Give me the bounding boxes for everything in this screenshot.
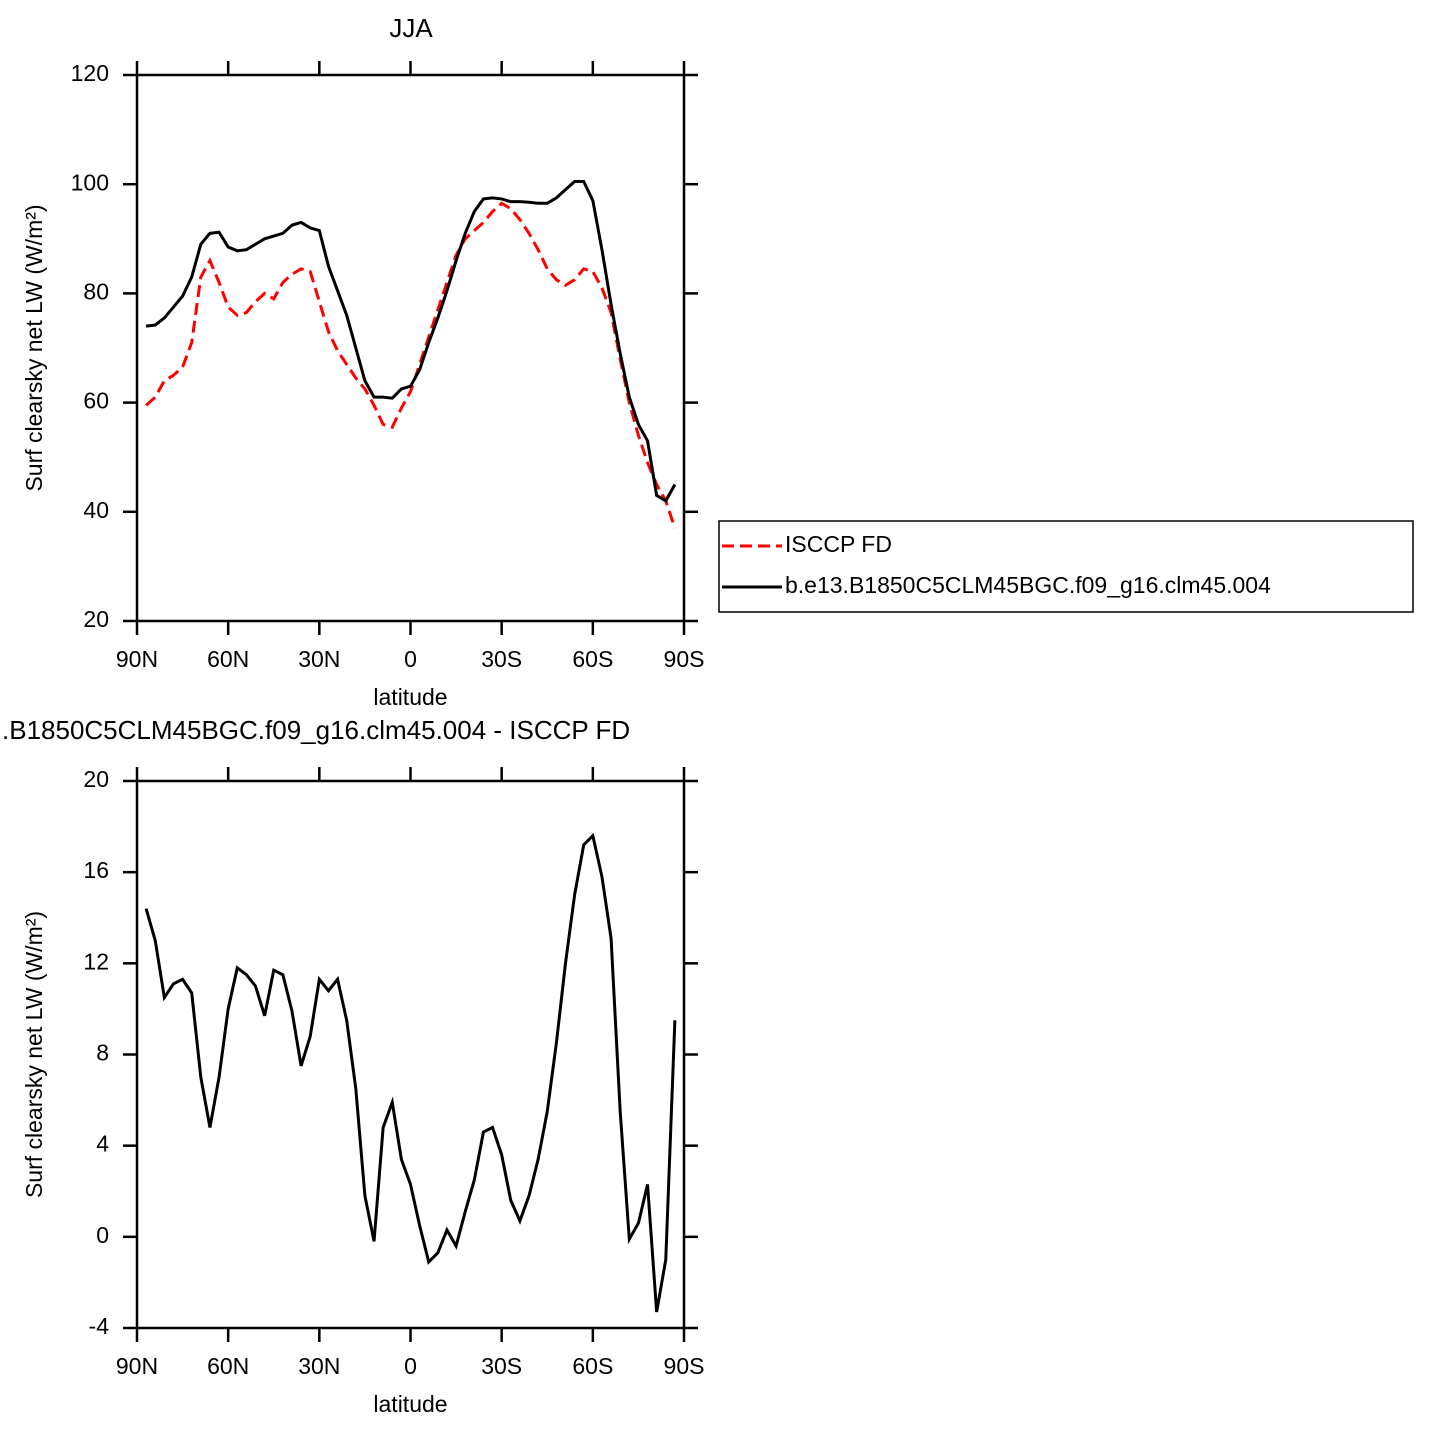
y-tick-label: 120	[71, 60, 109, 86]
y-axis-label: Surf clearsky net LW (W/m²)	[21, 204, 47, 491]
x-tick-label: 90N	[116, 1353, 158, 1379]
plot-frame	[135, 779, 686, 1330]
x-axis-label: latitude	[373, 1391, 447, 1417]
y-tick-label: 40	[83, 497, 109, 523]
x-tick-label: 30S	[481, 1353, 522, 1379]
legend-box	[718, 520, 1414, 613]
legend-label: b.e13.B1850C5CLM45BGC.f09_g16.clm45.004	[785, 572, 1271, 598]
x-tick-label: 30N	[298, 646, 340, 672]
legend-label: ISCCP FD	[785, 531, 892, 557]
x-axis-label: latitude	[373, 684, 447, 710]
x-tick-label: 30N	[298, 1353, 340, 1379]
y-tick-label: 20	[83, 606, 109, 632]
x-tick-label: 60S	[572, 646, 613, 672]
y-tick-label: 100	[71, 169, 109, 195]
x-tick-label: 0	[404, 1353, 417, 1379]
y-tick-label: 4	[96, 1131, 109, 1157]
chart-title: JJA	[389, 13, 433, 43]
x-tick-label: 90S	[664, 1353, 705, 1379]
y-tick-label: -4	[89, 1313, 110, 1339]
x-tick-label: 30S	[481, 646, 522, 672]
data-line	[145, 201, 677, 529]
x-tick-label: 90S	[664, 646, 705, 672]
y-tick-label: 8	[96, 1040, 109, 1066]
plot-frame	[135, 73, 686, 623]
x-tick-label: 60N	[207, 646, 249, 672]
data-line	[145, 179, 677, 503]
y-tick-label: 60	[83, 388, 109, 414]
y-tick-label: 0	[96, 1222, 109, 1248]
x-tick-label: 60N	[207, 1353, 249, 1379]
x-tick-label: 0	[404, 646, 417, 672]
chart-title: .B1850C5CLM45BGC.f09_g16.clm45.004 - ISC…	[2, 715, 630, 745]
x-tick-label: 90N	[116, 646, 158, 672]
y-tick-label: 20	[83, 766, 109, 792]
y-tick-label: 12	[83, 948, 109, 974]
x-tick-label: 60S	[572, 1353, 613, 1379]
y-axis-label: Surf clearsky net LW (W/m²)	[21, 911, 47, 1198]
y-tick-label: 16	[83, 857, 109, 883]
y-tick-label: 80	[83, 278, 109, 304]
data-line	[144, 832, 677, 1313]
